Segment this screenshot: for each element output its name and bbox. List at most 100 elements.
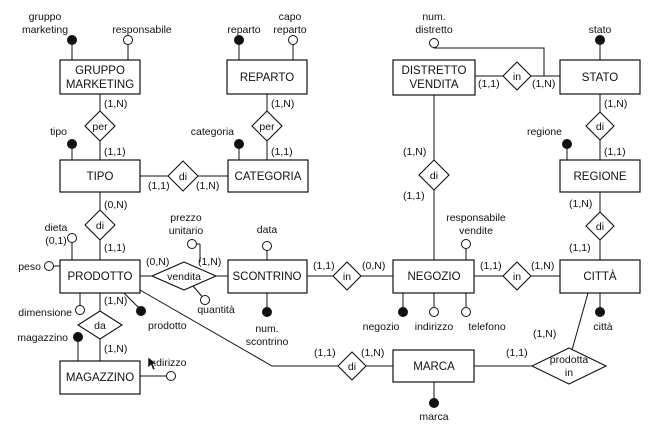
attribute-label: quantità — [197, 304, 235, 316]
relationship-di-marca: di — [337, 351, 367, 381]
cardinality-label: (1,N) — [104, 98, 127, 110]
attribute-label: indirizzo — [148, 357, 187, 369]
attribute-label: regione — [527, 126, 562, 138]
categoria-key-circle — [234, 139, 244, 149]
relationship-vendita: vendita — [150, 261, 218, 291]
dieta-circle — [67, 233, 77, 243]
relationship-label: di — [96, 220, 104, 232]
relationship-per-reparto: per — [251, 110, 283, 142]
attribute-label: indirizzo — [415, 321, 454, 333]
relationship-di-tipo-prodotto: di — [84, 209, 116, 241]
cardinality-label: (1,N) — [533, 328, 556, 340]
cardinality-label: (1,1) — [313, 260, 335, 272]
cardinality-label: (0,N) — [146, 256, 169, 268]
cardinality-label: (1,1) — [271, 146, 293, 158]
attribute-label: gruppo — [29, 11, 62, 23]
relationship-label: in — [513, 271, 521, 283]
relationship-in-distretto-stato: in — [502, 61, 532, 91]
relationship-in-negozio-citta: in — [502, 261, 532, 291]
cardinality-label: (1,N) — [104, 295, 127, 307]
relationship-label: prodotta — [550, 354, 589, 366]
cardinality-label: (1,1) — [148, 180, 170, 192]
attribute-circles — [44, 35, 605, 408]
entity-reparto: REPARTO — [226, 59, 308, 95]
cardinality-label: (1,1) — [403, 190, 425, 202]
relationship-label: in — [513, 71, 521, 83]
relationship-di-stato-regione: di — [585, 111, 615, 141]
connection-lines — [99, 43, 601, 367]
attribute-label: prodotto — [148, 320, 187, 332]
entity-tipo: TIPO — [59, 159, 141, 193]
cardinality-label: (1,1) — [480, 260, 502, 272]
cardinality-label: (1,N) — [196, 180, 219, 192]
entity-label: GRUPPO — [75, 65, 125, 77]
entity-label: MAGAZZINO — [66, 372, 134, 384]
entity-categoria: CATEGORIA — [227, 159, 309, 193]
indirizzo-magazzino-circle — [166, 371, 176, 381]
prezzo-unitario-circle — [187, 239, 197, 249]
attribute-label: stato — [589, 24, 612, 36]
attribute-label: (0,1) — [45, 235, 67, 247]
num-distretto-key-circle — [429, 38, 439, 48]
entity-regione: REGIONE — [559, 159, 641, 193]
cardinality-label: (1,1) — [604, 146, 626, 158]
entity-marca: MARCA — [392, 349, 475, 383]
peso-circle — [44, 261, 54, 271]
entity-label: MARKETING — [66, 79, 134, 91]
attribute-label: responsabile — [446, 212, 506, 224]
attribute-label: prezzo — [170, 212, 202, 224]
entity-gruppo-marketing: GRUPPO MARKETING — [59, 59, 141, 95]
entity-label: MARCA — [413, 361, 455, 373]
tipo-key-circle — [67, 139, 77, 149]
attribute-label: data — [257, 224, 278, 236]
relationship-label: di — [348, 361, 356, 373]
attribute-label: unitario — [169, 225, 204, 237]
attribute-label: marketing — [22, 24, 68, 36]
attribute-label: dimensione — [18, 307, 72, 319]
relationship-da: da — [76, 310, 124, 340]
attribute-label: marca — [419, 411, 448, 423]
cardinality-label: (1,1) — [478, 78, 500, 90]
entity-label: VENDITA — [410, 79, 459, 91]
dimensione-circle — [75, 305, 85, 315]
entity-citta: CITTÀ — [559, 259, 641, 294]
attribute-label: reparto — [273, 24, 306, 36]
cardinality-label: (0,N) — [104, 199, 127, 211]
entity-label: CATEGORIA — [235, 171, 302, 183]
cardinality-label: (1,N) — [403, 146, 426, 158]
stato-key-circle — [595, 35, 605, 45]
entity-label: SCONTRINO — [233, 271, 302, 283]
citta-key-circle — [595, 307, 605, 317]
entity-negozio: NEGOZIO — [392, 259, 475, 294]
gruppo-marketing-key-circle — [67, 35, 77, 45]
entity-label: PRODOTTO — [68, 271, 133, 283]
attribute-label: responsabile — [112, 24, 172, 36]
telefono-circle — [461, 307, 471, 317]
relationship-label: da — [94, 320, 106, 332]
cardinality-label: (1,N) — [361, 347, 384, 359]
attribute-label: negozio — [363, 321, 400, 333]
relationship-label: di — [179, 171, 187, 183]
entity-label: CITTÀ — [583, 270, 617, 283]
capo-reparto-circle — [288, 35, 298, 45]
relationship-prodotta-in: prodotta in — [530, 347, 608, 385]
negozio-key-circle — [398, 307, 408, 317]
entity-label: TIPO — [87, 171, 114, 183]
relationship-label: per — [92, 121, 108, 133]
entity-label: NEGOZIO — [407, 271, 460, 283]
relationship-label: vendita — [167, 271, 201, 283]
magazzino-key-circle — [73, 332, 83, 342]
entity-label: STATO — [582, 72, 618, 84]
relationship-di-regione-citta: di — [585, 211, 615, 241]
responsabile-vendite-circle — [461, 239, 471, 249]
attribute-label: reparto — [227, 24, 260, 36]
relationship-in-scontrino-negozio: in — [332, 261, 362, 291]
relationship-label: di — [430, 170, 438, 182]
cardinality-label: (1,1) — [104, 242, 126, 254]
reparto-key-circle — [234, 35, 244, 45]
cardinality-label: (1,N) — [532, 78, 555, 90]
cardinality-label: (1,1) — [569, 242, 591, 254]
attribute-label: categoria — [191, 126, 234, 138]
attribute-label: magazzino — [17, 332, 68, 344]
